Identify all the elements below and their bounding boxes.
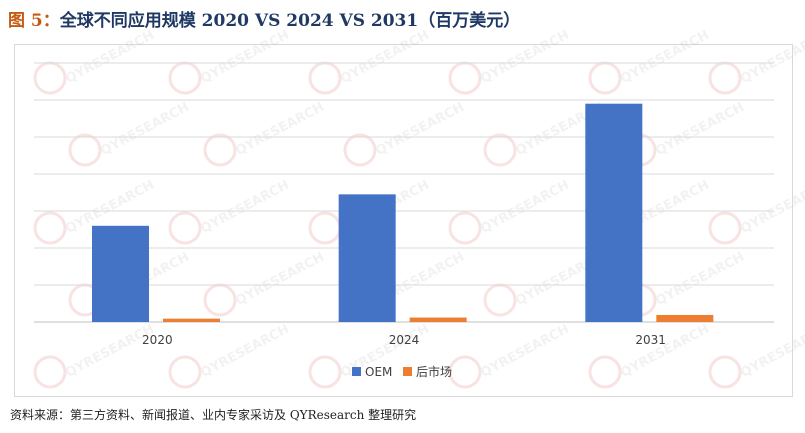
figure-label: 图 5： (8, 11, 60, 31)
bar-aftermarket-2031 (656, 314, 714, 322)
legend-swatch (352, 367, 361, 376)
source-note: 资料来源：第三方资料、新闻报道、业内专家采访及 QYResearch 整理研究 (10, 408, 417, 422)
x-tick-label: 2024 (389, 333, 420, 347)
bar-aftermarket-2020 (163, 318, 220, 322)
bar-oem-2020 (92, 225, 149, 322)
bar-oem-2024 (338, 194, 396, 322)
x-tick-label: 2020 (142, 333, 173, 347)
bars (92, 103, 714, 322)
bar-oem-2031 (585, 103, 643, 322)
legend-label: 后市场 (416, 364, 452, 379)
x-axis-labels: 2020 2024 2031 (142, 333, 666, 347)
x-tick-label: 2031 (635, 333, 666, 347)
bar-aftermarket-2024 (409, 317, 467, 322)
chart-frame (14, 44, 793, 397)
figure-title-text: 全球不同应用规模 2020 VS 2024 VS 2031（百万美元） (59, 11, 521, 31)
legend-label: OEM (365, 365, 392, 379)
legend-swatch (403, 367, 412, 376)
legend: OEM 后市场 (352, 364, 452, 379)
gridlines (34, 62, 774, 323)
figure-title: 图 5：全球不同应用规模 2020 VS 2024 VS 2031（百万美元） (8, 6, 520, 31)
